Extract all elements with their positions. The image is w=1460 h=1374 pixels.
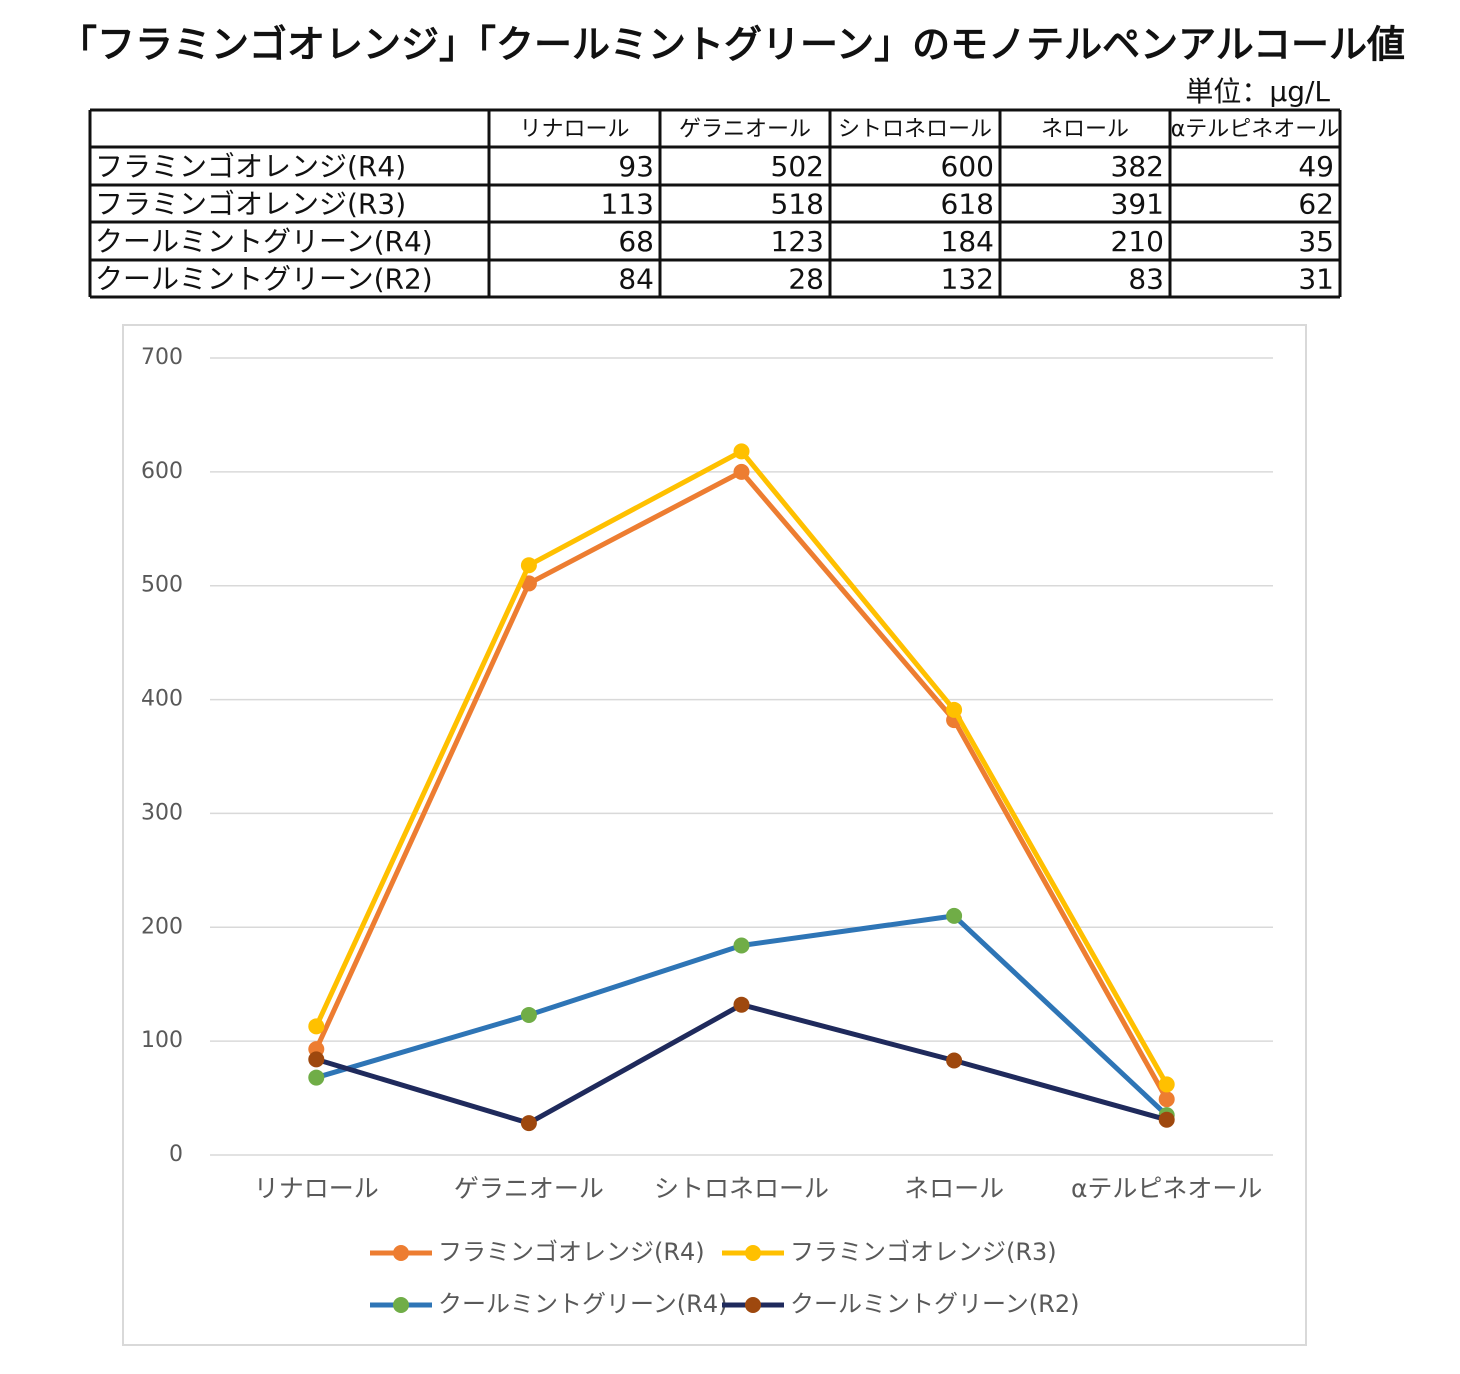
- y-tick-label: 500: [141, 573, 183, 598]
- table-cell: 31: [1298, 263, 1334, 296]
- x-tick-label: ゲラニオール: [454, 1174, 604, 1203]
- title: 「フラミンゴオレンジ」「クールミントグリーン」のモノテルペンアルコール値: [59, 23, 1405, 67]
- table-cell: 618: [941, 188, 994, 221]
- y-tick-label: 700: [141, 345, 183, 370]
- data-point: [733, 463, 750, 480]
- table-cell: 382: [1111, 150, 1164, 183]
- table-cell: 132: [941, 263, 994, 296]
- table-cell: 502: [771, 150, 824, 183]
- table-cell: 600: [941, 150, 994, 183]
- table-cell: 62: [1298, 188, 1334, 221]
- x-tick-label: ネロール: [904, 1174, 1004, 1203]
- legend-marker: [745, 1245, 761, 1261]
- legend-label: クールミントグリーン(R4): [438, 1290, 727, 1318]
- data-point: [308, 1069, 325, 1086]
- table-row-label: フラミンゴオレンジ(R4): [95, 150, 406, 183]
- legend-label: クールミントグリーン(R2): [790, 1290, 1079, 1318]
- y-tick-label: 600: [141, 459, 183, 484]
- data-point: [733, 443, 750, 460]
- table-cell: 68: [618, 225, 654, 258]
- data-point: [733, 996, 750, 1013]
- table-cell: 35: [1298, 225, 1334, 258]
- table-header: ゲラニオール: [679, 117, 811, 142]
- x-tick-label: αテルピネオール: [1071, 1174, 1262, 1203]
- data-point: [1158, 1076, 1175, 1093]
- y-tick-label: 0: [169, 1142, 183, 1167]
- table-cell: 49: [1298, 150, 1334, 183]
- y-tick-label: 300: [141, 800, 183, 825]
- y-tick-label: 100: [141, 1028, 183, 1053]
- y-tick-label: 400: [141, 687, 183, 712]
- table-cell: 210: [1111, 225, 1164, 258]
- table-cell: 123: [771, 225, 824, 258]
- table-row-label: クールミントグリーン(R4): [95, 225, 433, 258]
- table-row-label: クールミントグリーン(R2): [95, 263, 433, 296]
- table-header: αテルピネオール: [1171, 117, 1340, 142]
- legend-marker: [393, 1297, 409, 1313]
- table-header: リナロール: [519, 117, 629, 142]
- data-point: [308, 1018, 325, 1035]
- data-point: [946, 907, 963, 924]
- data-point: [520, 1115, 537, 1132]
- data-point: [1158, 1091, 1175, 1108]
- table-cell: 83: [1128, 263, 1164, 296]
- data-point: [733, 937, 750, 954]
- x-tick-label: リナロール: [254, 1174, 379, 1203]
- data-point: [946, 701, 963, 718]
- data-point: [520, 557, 537, 574]
- data-point: [1158, 1111, 1175, 1128]
- table-cell: 28: [788, 263, 824, 296]
- legend-label: フラミンゴオレンジ(R3): [790, 1238, 1057, 1266]
- table-cell: 518: [771, 188, 824, 221]
- chart-frame: [122, 324, 1307, 1346]
- data-point: [520, 1006, 537, 1023]
- legend-marker: [745, 1297, 761, 1313]
- table-cell: 391: [1111, 188, 1164, 221]
- table-cell: 93: [618, 150, 654, 183]
- data-point: [946, 1052, 963, 1069]
- table-row-label: フラミンゴオレンジ(R3): [95, 188, 406, 221]
- table-cell: 113: [601, 188, 654, 221]
- table-cell: 184: [941, 225, 994, 258]
- legend-label: フラミンゴオレンジ(R4): [438, 1238, 705, 1266]
- table-header: シトロネロール: [838, 117, 992, 142]
- data-point: [308, 1051, 325, 1068]
- unit: 単位：μg/L: [1185, 75, 1330, 108]
- legend-marker: [393, 1245, 409, 1261]
- y-tick-label: 200: [141, 914, 183, 939]
- table-header: ネロール: [1041, 117, 1129, 142]
- x-tick-label: シトロネロール: [654, 1174, 829, 1203]
- table-cell: 84: [618, 263, 654, 296]
- series-line: [315, 1002, 1168, 1126]
